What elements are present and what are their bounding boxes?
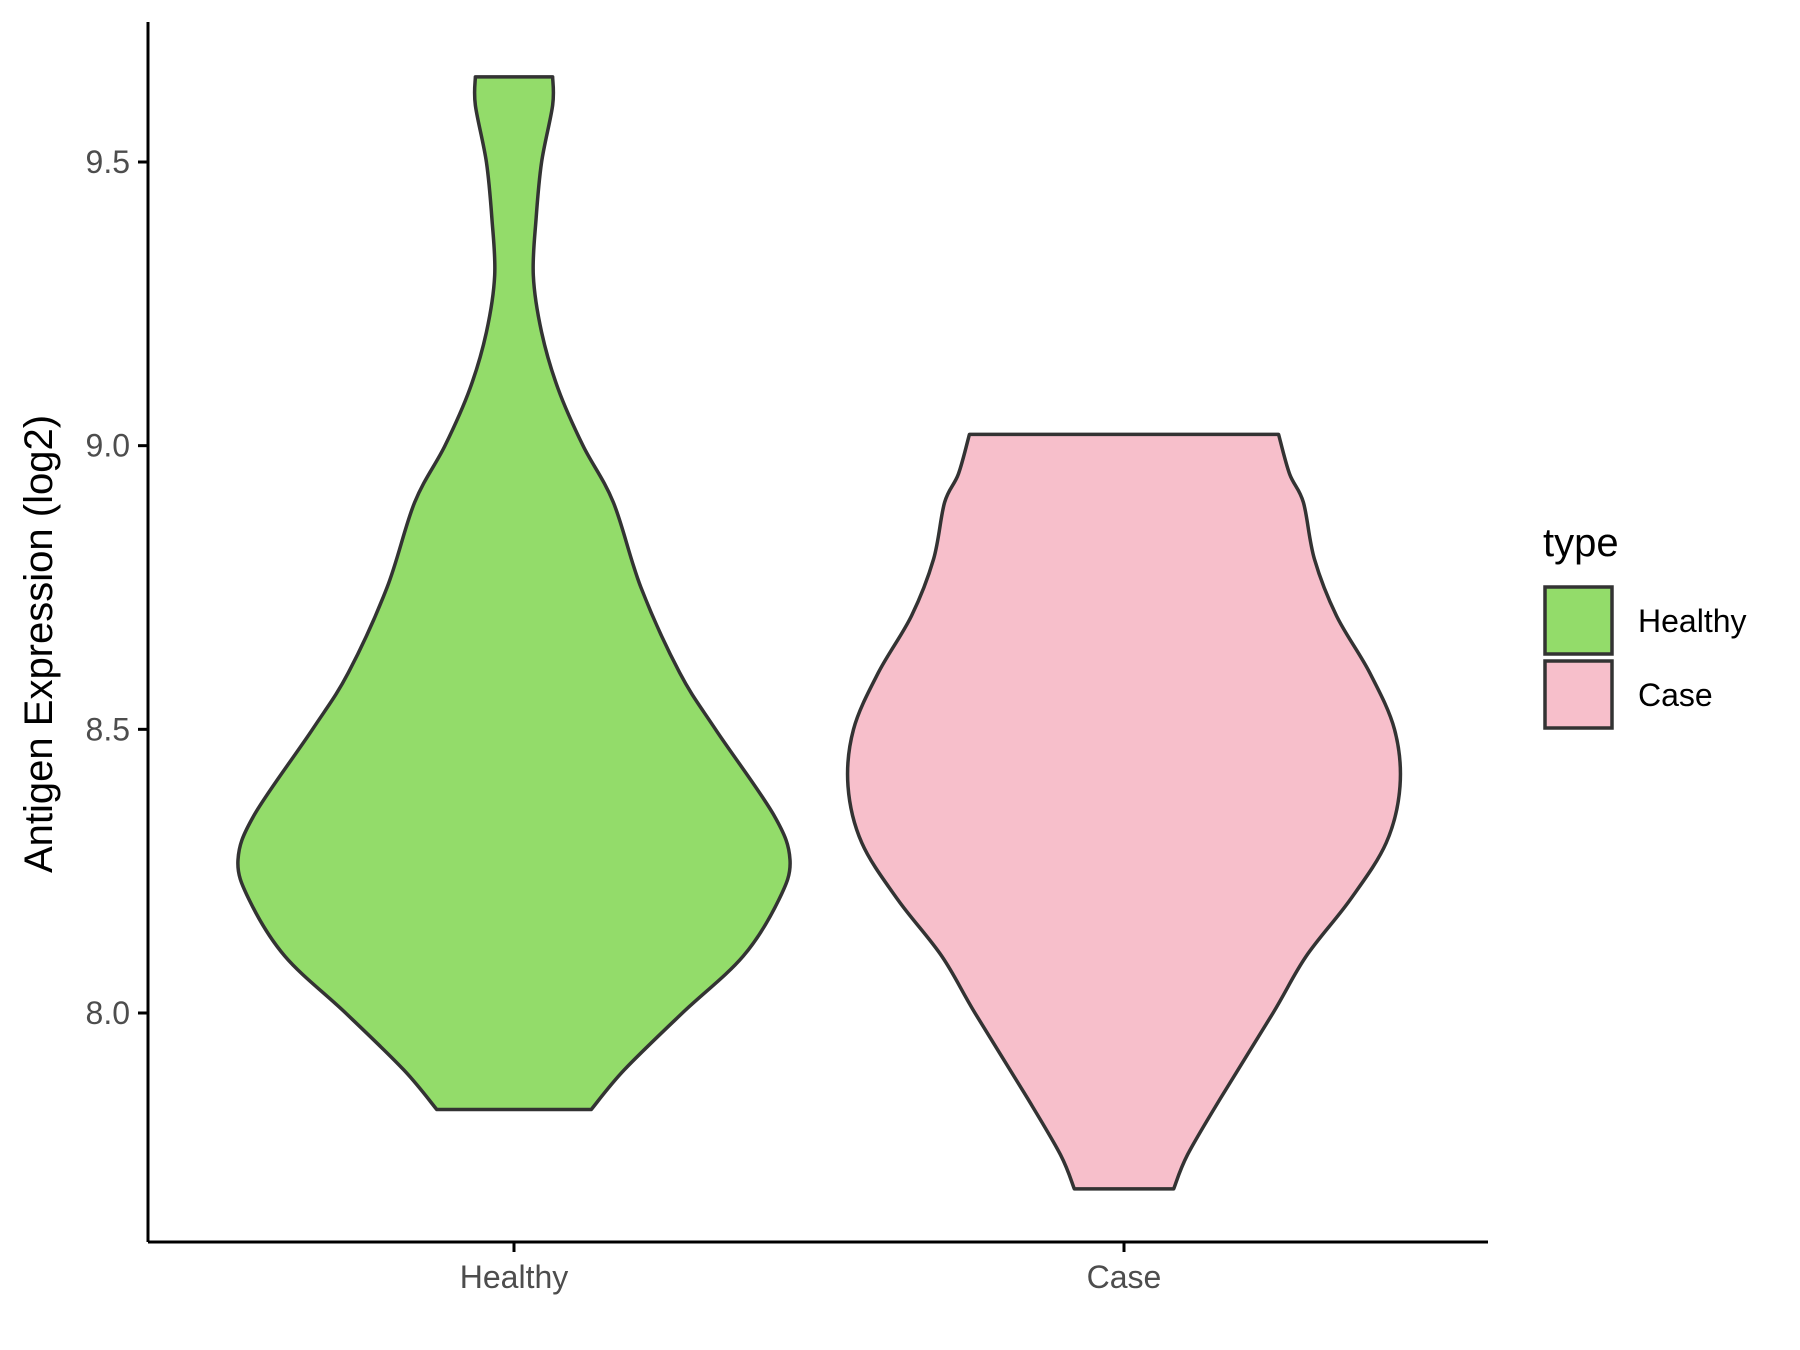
legend-items: Healthy Case bbox=[1543, 585, 1747, 730]
legend-label-healthy: Healthy bbox=[1638, 603, 1747, 639]
violin-case bbox=[845, 432, 1403, 1191]
x-tick-label: Healthy bbox=[460, 1259, 569, 1295]
legend-swatch-case bbox=[1543, 659, 1614, 730]
y-axis-title: Antigen Expression (log2) bbox=[17, 415, 61, 873]
y-tick-label: 9.0 bbox=[86, 428, 130, 464]
legend-label-case: Case bbox=[1638, 677, 1713, 713]
x-axis-ticks: Healthy Case bbox=[460, 1242, 1162, 1295]
y-tick-label: 8.0 bbox=[86, 995, 130, 1031]
y-tick-label: 9.5 bbox=[86, 144, 130, 180]
legend: type Healthy Case bbox=[1543, 521, 1747, 730]
y-axis-ticks: 8.0 8.5 9.0 9.5 bbox=[86, 144, 148, 1031]
legend-swatch-healthy bbox=[1543, 585, 1614, 656]
y-tick-label: 8.5 bbox=[86, 711, 130, 747]
violins-layer bbox=[236, 75, 1403, 1191]
violin-healthy bbox=[236, 75, 792, 1112]
x-tick-label: Case bbox=[1087, 1259, 1162, 1295]
legend-title: type bbox=[1543, 521, 1619, 565]
